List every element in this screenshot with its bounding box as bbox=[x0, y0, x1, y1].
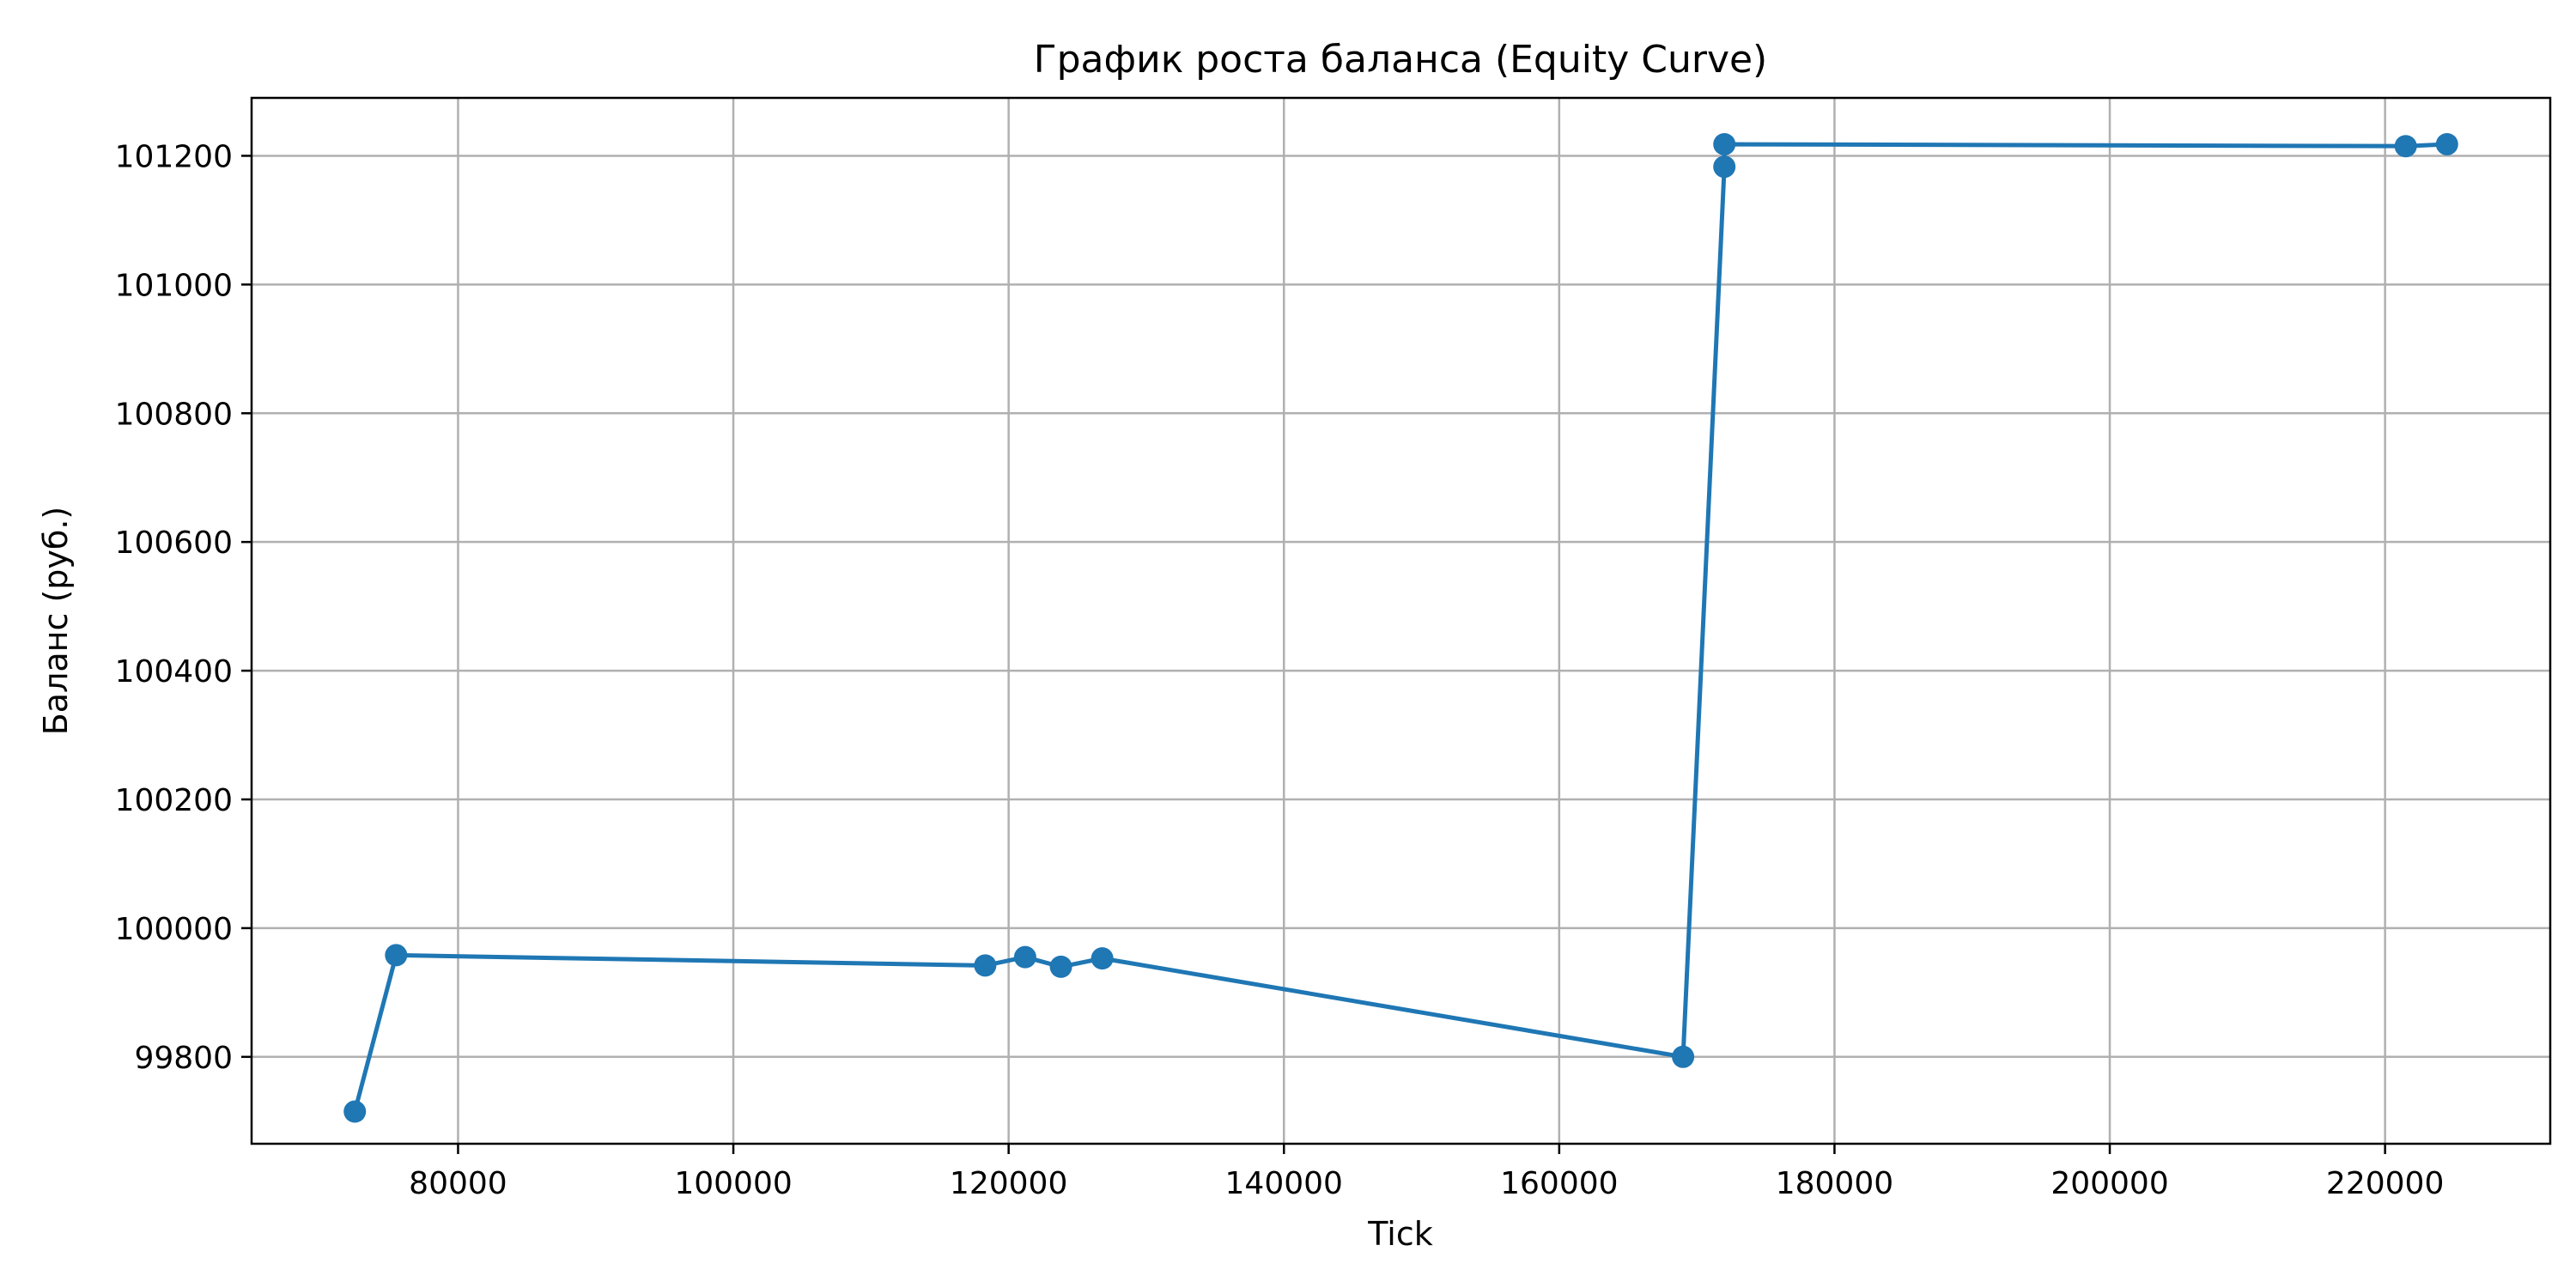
data-point-marker bbox=[2435, 132, 2458, 155]
x-axis-label: Tick bbox=[1367, 1215, 1433, 1253]
x-tick-label: 140000 bbox=[1225, 1166, 1343, 1201]
plot-area-frame bbox=[250, 96, 2552, 1145]
y-tick-label: 101200 bbox=[115, 139, 233, 174]
x-tick-label: 100000 bbox=[674, 1166, 792, 1201]
data-point-marker bbox=[1049, 955, 1072, 978]
data-point-marker bbox=[1013, 945, 1036, 969]
data-point-marker bbox=[1713, 132, 1736, 155]
series-line-layer bbox=[343, 132, 2458, 1123]
chart-title: График роста баланса (Equity Curve) bbox=[1034, 38, 1767, 82]
data-point-marker bbox=[1091, 947, 1114, 970]
x-tick-label: 120000 bbox=[950, 1166, 1067, 1201]
axis-ticks: 80000 100000 120000 140000 160000 180000 20000… bbox=[115, 139, 2445, 1201]
data-point-marker bbox=[974, 954, 997, 977]
y-tick-label: 100800 bbox=[115, 397, 233, 432]
data-point-marker bbox=[385, 944, 408, 967]
y-tick-label: 99800 bbox=[134, 1041, 233, 1076]
x-tick-label: 160000 bbox=[1500, 1166, 1618, 1201]
x-tick-label: 220000 bbox=[2326, 1166, 2444, 1201]
data-point-marker bbox=[2394, 135, 2417, 158]
y-tick-label: 100600 bbox=[115, 526, 233, 561]
y-axis-label: Баланс (руб.) bbox=[37, 507, 75, 736]
x-tick-label: 180000 bbox=[1776, 1166, 1893, 1201]
data-point-marker bbox=[1713, 155, 1736, 179]
y-tick-label: 100200 bbox=[115, 783, 233, 818]
grid bbox=[252, 98, 2550, 1144]
y-tick-label: 100400 bbox=[115, 654, 233, 690]
data-point-marker bbox=[343, 1100, 367, 1123]
data-point-marker bbox=[1672, 1045, 1695, 1068]
x-tick-label: 80000 bbox=[409, 1166, 507, 1201]
y-tick-label: 101000 bbox=[115, 268, 233, 303]
x-tick-label: 200000 bbox=[2050, 1166, 2168, 1201]
y-tick-label: 100000 bbox=[115, 912, 233, 947]
